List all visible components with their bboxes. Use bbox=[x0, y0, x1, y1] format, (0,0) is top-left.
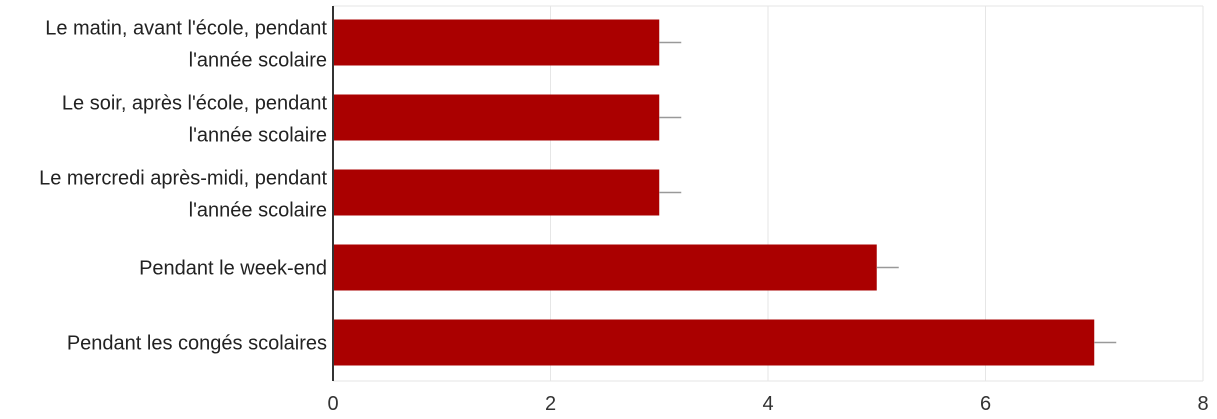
bar bbox=[333, 94, 660, 141]
category-label: Le mercredi après-midi, pendant l'année s… bbox=[39, 168, 327, 222]
category-label: Pendant le week-end bbox=[139, 258, 327, 280]
grid-lines bbox=[333, 5, 1204, 382]
category-label-line: Le mercredi après-midi, pendant bbox=[39, 168, 327, 190]
category-labels: Le matin, avant l'école, pendant l'année … bbox=[39, 18, 327, 355]
x-tick-label: 8 bbox=[1197, 393, 1208, 415]
category-label-line: Le soir, après l'école, pendant bbox=[62, 93, 328, 115]
bar bbox=[333, 319, 1095, 366]
x-tick-label: 6 bbox=[980, 393, 991, 415]
bars bbox=[333, 19, 1095, 366]
x-tick-label: 2 bbox=[545, 393, 556, 415]
x-tick-labels: 0 2 4 6 8 bbox=[327, 393, 1208, 415]
x-tick-label: 0 bbox=[327, 393, 338, 415]
x-tick-label: 4 bbox=[762, 393, 773, 415]
error-bars bbox=[659, 41, 1117, 344]
category-label-line: l'année scolaire bbox=[189, 200, 327, 222]
bar bbox=[333, 169, 660, 216]
bar bbox=[333, 244, 877, 291]
category-label-line: l'année scolaire bbox=[189, 125, 327, 147]
category-label: Le matin, avant l'école, pendant l'année … bbox=[45, 18, 327, 72]
category-label-line: Le matin, avant l'école, pendant bbox=[45, 18, 327, 40]
category-label: Pendant les congés scolaires bbox=[67, 333, 327, 355]
category-label-line: l'année scolaire bbox=[189, 50, 327, 72]
bar bbox=[333, 19, 660, 66]
category-label: Le soir, après l'école, pendant l'année s… bbox=[62, 93, 328, 147]
